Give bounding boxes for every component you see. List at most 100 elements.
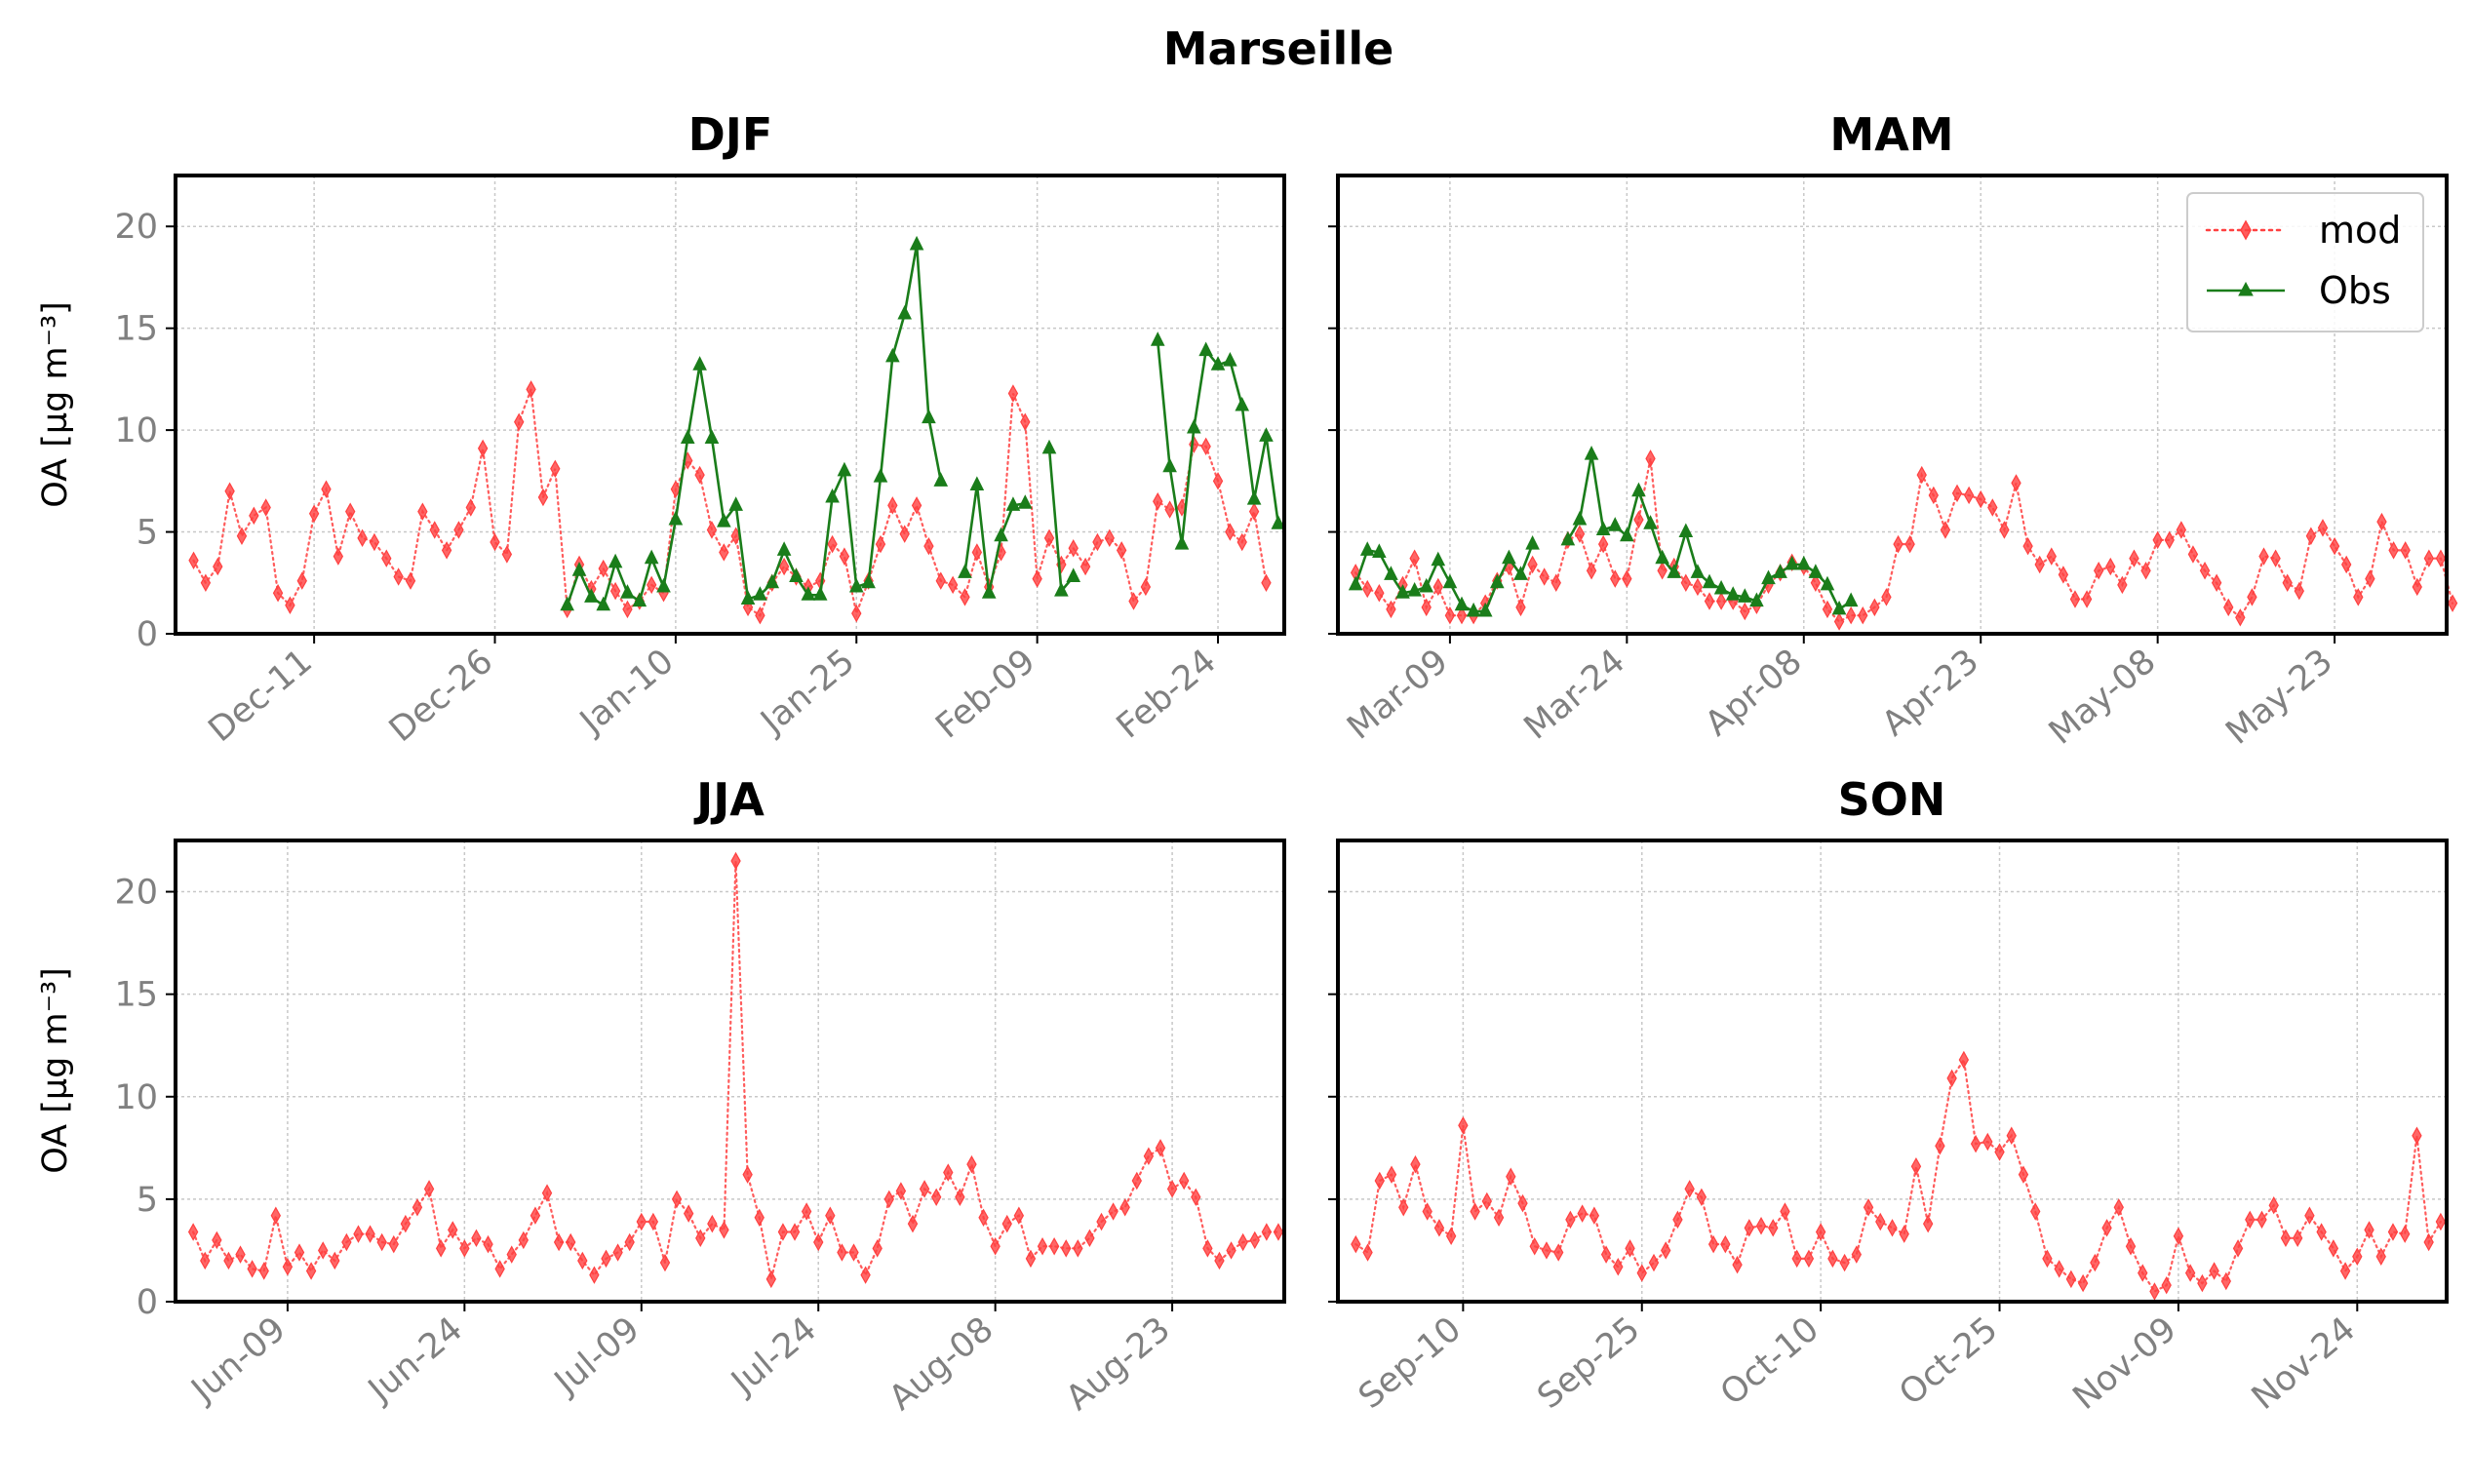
mod-data-point (1020, 412, 1031, 431)
mod-data-point (1597, 534, 1609, 554)
obs-data-point (1005, 496, 1021, 511)
obs-data-point (571, 562, 587, 576)
mod-data-point (1935, 1137, 1945, 1155)
mod-data-point (381, 549, 392, 567)
obs-data-point (994, 527, 1008, 542)
mod-data-point (188, 551, 199, 570)
mod-data-point (1970, 1134, 1982, 1153)
mod-data-point (1261, 1223, 1273, 1241)
mod-data-point (2069, 590, 2081, 608)
mod-series-line (192, 860, 1280, 1280)
obs-data-point (560, 596, 574, 611)
mod-data-point (837, 1243, 847, 1262)
mod-data-point (1732, 1255, 1743, 1274)
mod-data-point (2376, 512, 2387, 531)
mod-data-point (1755, 1216, 1767, 1235)
mod-data-point (1827, 1249, 1838, 1269)
mod-data-point (935, 571, 946, 590)
obs-data-point (1513, 566, 1528, 580)
mod-data-point (1636, 1264, 1647, 1282)
mod-data-point (187, 1223, 199, 1241)
mod-data-point (1096, 1212, 1107, 1231)
mod-data-point (1613, 1258, 1624, 1276)
mod-data-point (2412, 577, 2422, 597)
obs-data-point (1831, 600, 1847, 615)
mod-data-point (1887, 1219, 1898, 1237)
obs-data-point (1584, 446, 1599, 460)
x-tick-label: Dec-11 (202, 642, 320, 750)
mod-data-point (1470, 1202, 1480, 1221)
mod-data-point (1374, 583, 1385, 603)
x-tick-label: Dec-26 (382, 642, 500, 750)
mod-data-point (1001, 1214, 1012, 1233)
mod-data-point (1128, 592, 1139, 610)
mod-data-point (483, 1234, 493, 1254)
mod-data-point (453, 521, 464, 539)
y-tick-label: 20 (114, 874, 158, 913)
legend-obs-marker (2238, 281, 2254, 296)
mod-data-point (2328, 1239, 2339, 1258)
x-tick-label: Mar-24 (1517, 642, 1632, 747)
mod-data-point (1249, 1230, 1260, 1250)
mod-data-point (1481, 1191, 1493, 1211)
mod-data-point (1780, 1202, 1790, 1221)
mod-data-point (2435, 549, 2447, 567)
mod-data-point (1108, 1202, 1118, 1221)
mod-data-point (365, 1225, 375, 1243)
mod-data-point (506, 1245, 517, 1264)
mod-data-point (1225, 523, 1236, 541)
panel-title: DJF (688, 108, 773, 161)
mod-data-point (2423, 1232, 2434, 1252)
plot-frame (1336, 174, 2449, 636)
mod-data-point (494, 1260, 505, 1278)
mod-data-point (417, 502, 428, 521)
y-tick-label: 15 (114, 976, 158, 1015)
mod-data-point (1248, 502, 1260, 521)
obs-data-point (789, 567, 804, 583)
obs-data-point (1643, 515, 1658, 529)
obs-data-point (1395, 584, 1410, 599)
obs-data-point (1713, 579, 1729, 595)
mod-data-point (258, 1262, 269, 1280)
mod-data-point (477, 439, 489, 458)
mod-data-point (2317, 519, 2329, 537)
mod-data-point (448, 1221, 458, 1239)
mod-data-point (930, 1188, 942, 1207)
obs-data-point (1678, 523, 1694, 538)
mod-data-point (235, 1245, 246, 1264)
mod-data-point (1179, 1171, 1190, 1191)
obs-data-point (656, 577, 671, 593)
x-tick-label: Apr-08 (1698, 642, 1809, 744)
x-tick-label: Oct-25 (1892, 1309, 2005, 1413)
mod-data-point (1529, 1237, 1540, 1256)
mod-data-point (465, 498, 476, 517)
mod-data-point (1458, 1115, 1469, 1135)
mod-data-point (1200, 437, 1211, 456)
mod-data-point (1822, 600, 1833, 619)
mod-data-point (1409, 549, 1420, 567)
y-axis-label: OA [µg m⁻³] (36, 967, 75, 1174)
mod-data-point (860, 1266, 871, 1284)
y-axis-label: OA [µg m⁻³] (36, 301, 75, 508)
obs-series-line (566, 244, 1280, 607)
mod-data-point (2447, 594, 2458, 612)
mod-data-point (249, 506, 259, 526)
mod-data-point (270, 1206, 282, 1225)
mod-data-point (2256, 1210, 2267, 1230)
mod-data-point (1707, 1234, 1719, 1254)
mod-data-point (1875, 1212, 1886, 1231)
mod-data-point (2011, 474, 2021, 492)
obs-data-point (1442, 573, 1458, 589)
mod-data-point (851, 604, 862, 623)
obs-data-point (1843, 592, 1859, 607)
mod-data-point (2138, 1264, 2148, 1282)
mod-data-point (683, 1204, 694, 1223)
mod-series-line (1354, 1056, 2442, 1293)
y-tick-label: 0 (137, 615, 158, 654)
mod-data-point (1143, 1147, 1155, 1165)
mod-data-point (848, 1243, 859, 1262)
obs-data-point (1595, 521, 1611, 535)
obs-data-point (1631, 482, 1646, 497)
mod-data-point (2113, 1198, 2124, 1217)
mod-data-point (2140, 562, 2151, 580)
